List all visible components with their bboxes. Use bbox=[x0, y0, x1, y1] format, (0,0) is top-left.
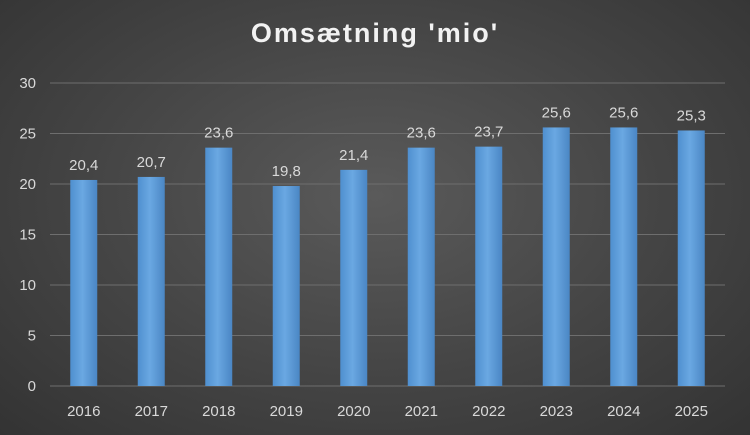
x-tick-label: 2022 bbox=[472, 403, 505, 420]
bar bbox=[475, 146, 503, 386]
bar bbox=[340, 169, 368, 386]
x-tick-label: 2021 bbox=[405, 403, 438, 420]
data-label: 25,6 bbox=[542, 104, 571, 121]
x-tick-label: 2016 bbox=[67, 403, 100, 420]
x-tick-label: 2019 bbox=[270, 403, 303, 420]
data-label: 23,6 bbox=[204, 125, 233, 142]
data-label: 25,6 bbox=[609, 104, 638, 121]
y-tick-label: 15 bbox=[19, 227, 36, 244]
bar bbox=[272, 186, 300, 386]
x-tick-label: 2020 bbox=[337, 403, 370, 420]
y-tick-label: 10 bbox=[19, 277, 36, 294]
bar bbox=[137, 176, 165, 386]
bar bbox=[542, 127, 570, 386]
y-tick-label: 30 bbox=[19, 75, 36, 92]
bar bbox=[610, 127, 638, 386]
bars bbox=[70, 127, 705, 386]
x-tick-label: 2018 bbox=[202, 403, 235, 420]
x-tick-label: 2017 bbox=[135, 403, 168, 420]
data-label: 25,3 bbox=[677, 107, 706, 124]
data-labels: 20,4 20,7 23,6 19,8 21,4 23,6 23,7 25,6 25,6 25,3 bbox=[69, 104, 706, 180]
x-tick-label: 2023 bbox=[540, 403, 573, 420]
data-label: 23,7 bbox=[474, 124, 503, 141]
bar bbox=[677, 130, 705, 386]
y-tick-label: 25 bbox=[19, 126, 36, 143]
bar bbox=[70, 179, 98, 386]
x-tick-label: 2025 bbox=[675, 403, 708, 420]
data-label: 21,4 bbox=[339, 147, 368, 164]
data-label: 20,7 bbox=[137, 154, 166, 171]
data-label: 23,6 bbox=[407, 125, 436, 142]
x-tick-label: 2024 bbox=[607, 403, 640, 420]
data-label: 19,8 bbox=[272, 163, 301, 180]
y-tick-label: 5 bbox=[28, 328, 36, 345]
data-label: 20,4 bbox=[69, 157, 98, 174]
bar bbox=[205, 147, 233, 386]
chart-title: Omsætning 'mio' bbox=[250, 18, 500, 48]
bar bbox=[407, 147, 435, 386]
x-axis-tick-labels: 2016 2017 2018 2019 2020 2021 2022 2023 2024 2025 bbox=[67, 403, 708, 420]
y-tick-label: 0 bbox=[28, 378, 36, 395]
y-tick-label: 20 bbox=[19, 176, 36, 193]
y-axis-tick-labels: 0 5 10 15 20 25 30 bbox=[19, 75, 36, 395]
